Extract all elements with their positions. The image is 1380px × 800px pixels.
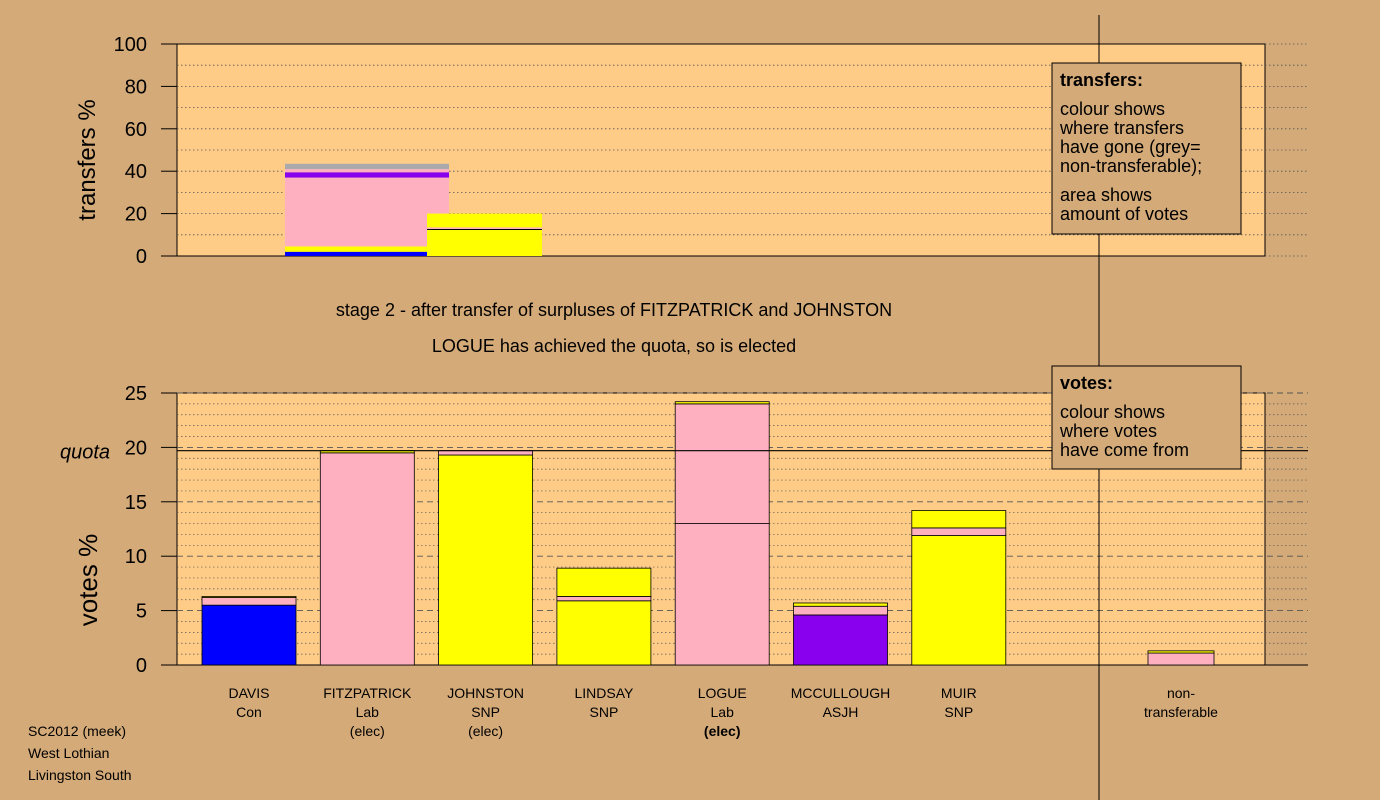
votes-tick-label: 5 xyxy=(136,601,147,623)
candidate-name: FITZPATRICK xyxy=(323,685,412,701)
votes-tick-label: 20 xyxy=(125,437,147,459)
candidate-party: ASJH xyxy=(823,704,859,720)
transfer-bar-segment xyxy=(285,169,449,173)
transfers-tick-label: 20 xyxy=(125,204,147,226)
candidate-bar-segment xyxy=(201,604,297,666)
transfers-legend-line: non-transferable); xyxy=(1060,156,1202,176)
votes-y-ticks: 0 5 10 15 20 25 xyxy=(125,383,177,677)
stage-subtitle: LOGUE has achieved the quota, so is elec… xyxy=(432,336,796,356)
transfers-axis-label: transfers % xyxy=(74,99,101,220)
candidate-name: LINDSAY xyxy=(574,685,634,701)
votes-axis-label: votes % xyxy=(73,534,103,627)
candidate-bar-segment xyxy=(674,523,770,666)
nontransferable-bar-segment xyxy=(1147,650,1215,654)
quota-label: quota xyxy=(60,442,110,464)
transfer-bar-segment xyxy=(427,213,542,228)
candidate-name: LOGUE xyxy=(698,685,747,701)
votes-legend-line: colour shows xyxy=(1060,402,1165,422)
transfers-tick-label: 80 xyxy=(125,76,147,98)
candidate-bar-segment xyxy=(556,596,652,602)
candidate-bar-segment xyxy=(556,600,652,666)
transfer-bar-segment xyxy=(285,177,449,247)
nontransferable-label: transferable xyxy=(1144,704,1218,720)
votes-tick-label: 0 xyxy=(136,655,147,677)
candidate-name: MUIR xyxy=(941,685,977,701)
votes-tick-label: 25 xyxy=(125,383,147,405)
candidate-party: SNP xyxy=(944,704,973,720)
candidate-bar-segment xyxy=(438,450,534,456)
transfer-bar-segment xyxy=(285,163,449,170)
votes-tick-label: 15 xyxy=(125,492,147,514)
transfer-bar-segment xyxy=(285,251,449,256)
footer-line: West Lothian xyxy=(28,745,110,761)
candidate-status: (elec) xyxy=(704,723,741,739)
candidate-bar-segment xyxy=(793,614,888,666)
transfers-tick-label: 100 xyxy=(114,34,147,56)
candidate-bar-segment xyxy=(674,401,770,405)
stage-title: stage 2 - after transfer of surpluses of… xyxy=(336,300,892,320)
transfer-bar-segment xyxy=(427,227,542,230)
nontransferable-label: non- xyxy=(1167,685,1195,701)
candidate-name: MCCULLOUGH xyxy=(791,685,891,701)
footer-line: Livingston South xyxy=(28,767,132,783)
votes-legend-line: where votes xyxy=(1059,421,1157,441)
candidate-bar-segment xyxy=(319,452,415,666)
votes-legend-line: have come from xyxy=(1060,440,1189,460)
transfers-tick-label: 40 xyxy=(125,161,147,183)
votes-tick-label: 10 xyxy=(125,546,147,568)
candidate-party: Lab xyxy=(356,704,380,720)
candidate-name: DAVIS xyxy=(229,685,270,701)
transfer-bar-segment xyxy=(285,172,449,178)
transfers-legend-line: have gone (grey= xyxy=(1060,137,1201,157)
candidate-bar-segment xyxy=(911,510,1007,529)
candidate-bar-segment xyxy=(201,596,297,598)
candidate-bar-segment xyxy=(674,403,770,524)
candidate-bar-segment xyxy=(793,602,888,607)
candidate-bar-segment xyxy=(911,535,1007,666)
candidate-bar-segment xyxy=(911,527,1007,536)
candidate-bar-segment xyxy=(556,567,652,597)
footer-line: SC2012 (meek) xyxy=(28,723,127,739)
transfers-tick-label: 0 xyxy=(136,246,147,268)
transfers-legend-heading: transfers: xyxy=(1060,70,1143,90)
transfers-legend-line: where transfers xyxy=(1059,118,1184,138)
transfer-bar-segment xyxy=(427,229,542,256)
candidate-party: SNP xyxy=(471,704,500,720)
candidate-party: Lab xyxy=(711,704,735,720)
candidate-bar-segment xyxy=(793,605,888,616)
candidate-status: (elec) xyxy=(350,723,385,739)
transfers-y-ticks: 0 20 40 60 80 100 xyxy=(114,34,177,268)
candidate-party: Con xyxy=(236,704,262,720)
vote-bars xyxy=(201,401,1215,666)
transfers-legend: transfers: colour shows where transfers … xyxy=(1051,62,1242,235)
candidate-status: (elec) xyxy=(468,723,503,739)
candidate-party: SNP xyxy=(590,704,619,720)
candidate-bar-segment xyxy=(438,454,534,666)
transfers-legend-line: area shows xyxy=(1060,185,1152,205)
candidate-name: JOHNSTON xyxy=(447,685,524,701)
transfer-bar-segment xyxy=(285,246,449,252)
nontransferable-bar-segment xyxy=(1147,652,1215,666)
transfers-tick-label: 60 xyxy=(125,119,147,141)
transfers-legend-line: colour shows xyxy=(1060,99,1165,119)
transfer-bars xyxy=(285,163,542,256)
votes-legend: votes: colour shows where votes have com… xyxy=(1051,365,1242,470)
transfers-legend-line: amount of votes xyxy=(1060,204,1188,224)
votes-legend-heading: votes: xyxy=(1060,373,1113,393)
candidate-bar-segment xyxy=(201,597,297,606)
candidate-labels: DAVIS Con FITZPATRICK Lab (elec) JOHNSTON SNP (… xyxy=(229,685,1219,739)
votes-panel: 0 5 10 15 20 25 DAVIS Con FITZPATRICK Lab (elec) J… xyxy=(60,383,1308,739)
